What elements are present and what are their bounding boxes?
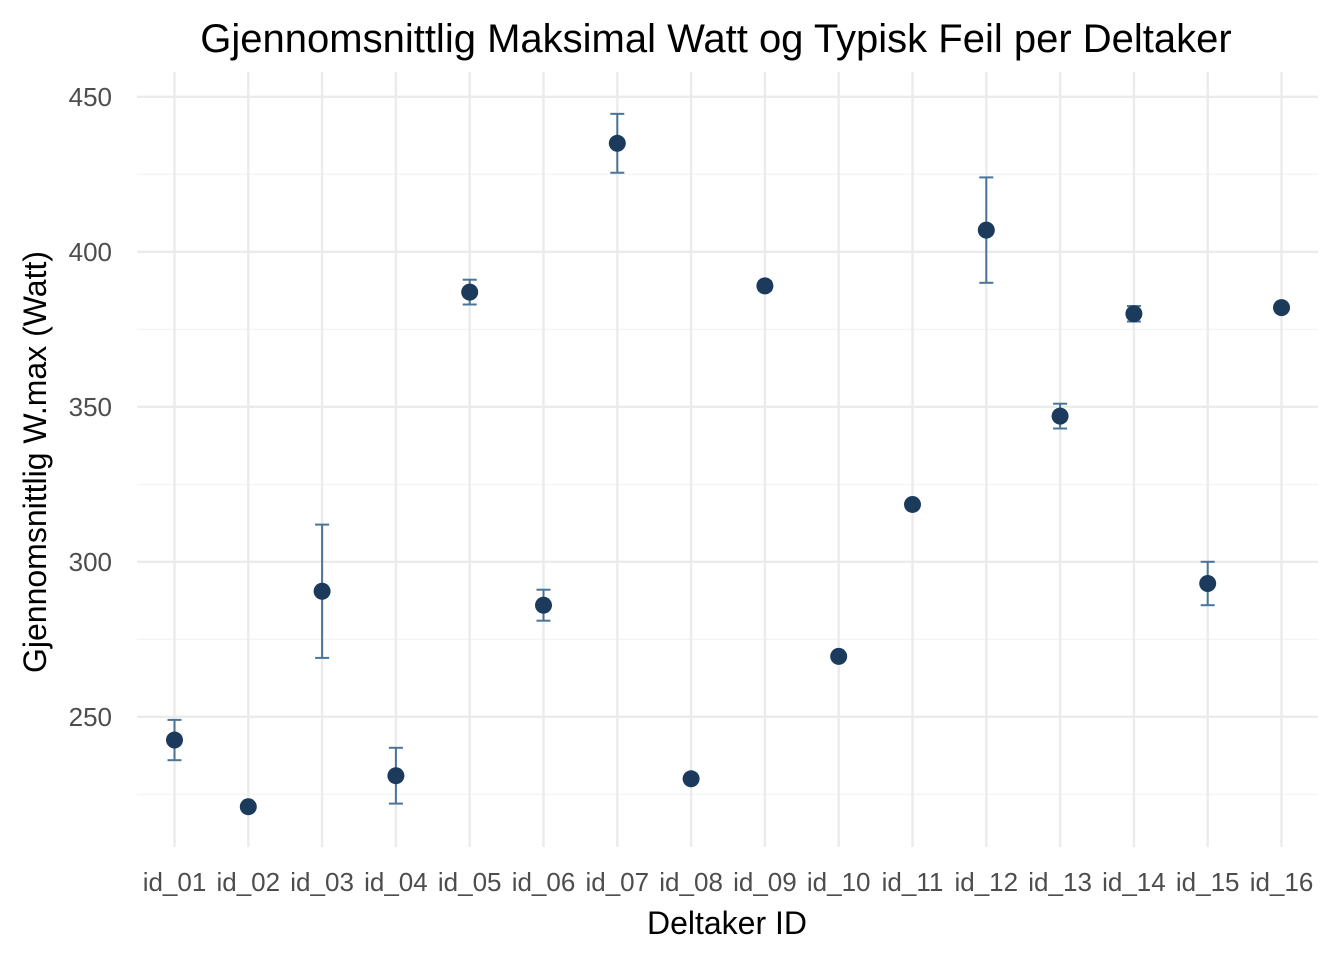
x-tick-label: id_03 <box>290 867 354 897</box>
data-point <box>166 731 183 749</box>
error-bars <box>167 112 1289 811</box>
y-tick-label: 350 <box>69 392 112 422</box>
data-point <box>535 596 552 614</box>
x-tick-label: id_10 <box>807 867 871 897</box>
x-tick-label: id_07 <box>585 867 649 897</box>
data-points <box>166 134 1290 816</box>
data-point <box>239 798 257 816</box>
data-point <box>977 221 995 239</box>
data-point <box>1273 299 1290 317</box>
x-tick-label: id_13 <box>1028 867 1092 897</box>
x-tick-label: id_16 <box>1250 867 1314 897</box>
y-tick-label: 450 <box>69 82 112 112</box>
x-tick-label: id_04 <box>364 867 428 897</box>
data-point <box>904 495 921 513</box>
data-point <box>682 770 700 788</box>
y-axis-title: Gjennomsnittlig W.max (Watt) <box>17 251 53 673</box>
x-tick-label: id_14 <box>1102 867 1166 897</box>
x-tick-label: id_15 <box>1176 867 1240 897</box>
data-point <box>313 582 331 600</box>
x-tick-label: id_02 <box>216 867 280 897</box>
x-axis-title: Deltaker ID <box>647 905 807 941</box>
y-axis-ticks: 250 300 350 400 450 <box>69 82 112 732</box>
x-tick-label: id_11 <box>882 867 944 897</box>
data-point <box>387 767 405 785</box>
x-tick-label: id_06 <box>512 867 576 897</box>
x-axis-ticks: id_01 id_02 id_03 id_04 id_05 id_06 id_07 id_08… <box>143 867 1314 897</box>
x-tick-label: id_01 <box>143 867 207 897</box>
chart-title: Gjennomsnittlig Maksimal Watt og Typisk … <box>200 17 1231 61</box>
x-tick-label: id_05 <box>438 867 502 897</box>
x-tick-label: id_08 <box>659 867 723 897</box>
y-tick-label: 400 <box>69 237 112 267</box>
y-tick-label: 250 <box>69 702 112 732</box>
data-point <box>1051 407 1069 425</box>
data-point <box>830 647 848 665</box>
x-tick-label: id_12 <box>954 867 1018 897</box>
data-point <box>756 277 774 295</box>
y-tick-label: 300 <box>69 547 112 577</box>
x-tick-label: id_09 <box>733 867 797 897</box>
data-point <box>461 283 479 301</box>
data-point <box>608 134 626 152</box>
grid <box>137 72 1318 847</box>
data-point <box>1125 305 1143 323</box>
data-point <box>1199 575 1217 592</box>
